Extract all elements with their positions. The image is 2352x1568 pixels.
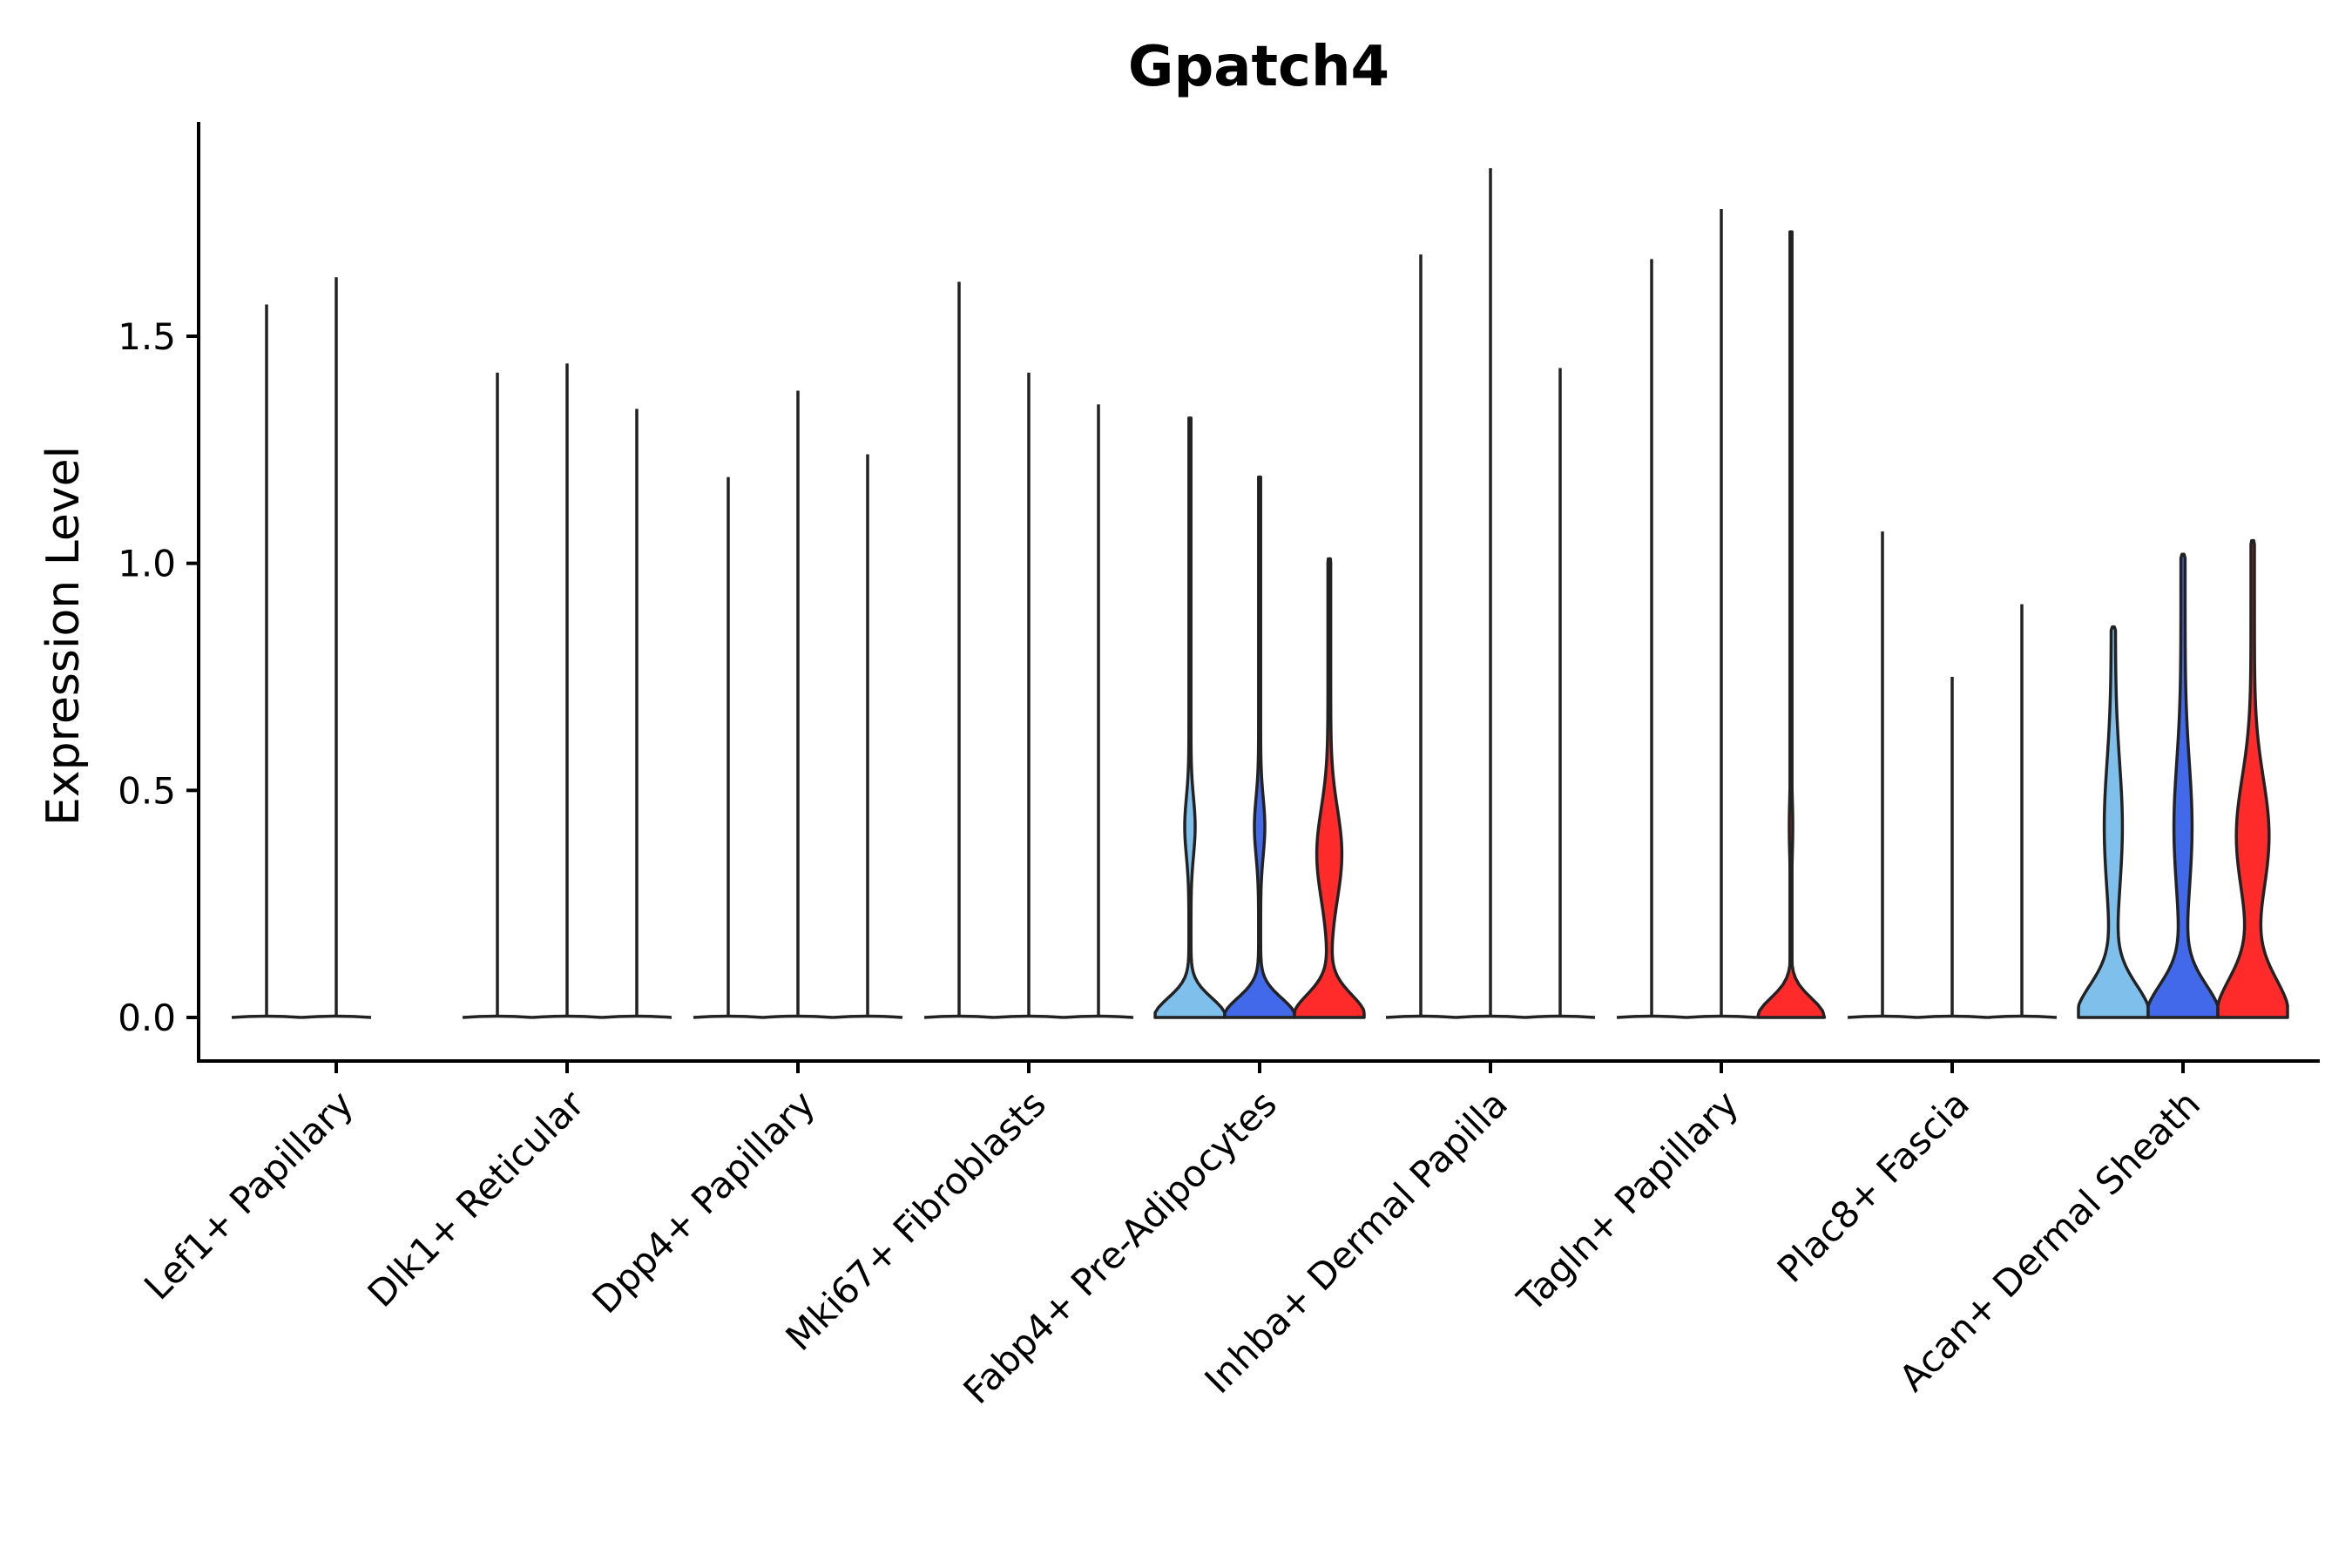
- violin-body: [2216, 538, 2289, 1019]
- x-tick-label: Dpp4+ Papillary: [584, 1082, 823, 1321]
- x-tick-label: Tagln+ Papillary: [1509, 1082, 1747, 1320]
- violin-base: [1385, 1014, 1456, 1019]
- violin-base: [1616, 1014, 1687, 1019]
- x-tick-label: Plac8+ Fascia: [1769, 1082, 1977, 1290]
- violin-base: [1847, 1014, 1918, 1019]
- y-ticks: 0.0 0.5 1.0 1.5: [118, 315, 199, 1039]
- violin-body: [1293, 557, 1366, 1019]
- violin-base: [993, 1014, 1064, 1019]
- y-tick-label: 0.0: [118, 997, 176, 1039]
- violin-body: [2077, 625, 2150, 1019]
- violin-body: [1153, 416, 1227, 1019]
- violin-base: [1455, 1014, 1526, 1019]
- violin-body: [1755, 230, 1827, 1019]
- violin-base: [1916, 1014, 1988, 1019]
- violin-base: [301, 1014, 372, 1019]
- violin-base: [693, 1014, 764, 1019]
- violin-base: [462, 1014, 533, 1019]
- chart-title: Gpatch4: [1128, 35, 1389, 99]
- violin-base: [832, 1014, 903, 1019]
- violin-series: [231, 168, 2289, 1019]
- violin-base: [601, 1014, 672, 1019]
- violin-base: [1524, 1014, 1596, 1019]
- violin-base: [1686, 1014, 1757, 1019]
- violin-body: [2146, 552, 2220, 1019]
- y-axis-label: Expression Level: [37, 446, 90, 826]
- x-tick-label: Mki67+ Fibroblasts: [778, 1082, 1054, 1358]
- violin-base: [531, 1014, 603, 1019]
- x-tick-label: Dlk1+ Reticular: [360, 1082, 593, 1315]
- y-tick-label: 0.5: [118, 769, 176, 812]
- violin-base: [762, 1014, 834, 1019]
- violin-base: [1986, 1014, 2058, 1019]
- violin-base: [1063, 1014, 1134, 1019]
- y-tick-label: 1.0: [118, 543, 176, 585]
- x-tick-label: Lef1+ Papillary: [136, 1082, 362, 1308]
- violin-base: [923, 1014, 995, 1019]
- y-tick-label: 1.5: [118, 315, 176, 358]
- violin-body: [1223, 475, 1296, 1019]
- violin-base: [231, 1014, 302, 1019]
